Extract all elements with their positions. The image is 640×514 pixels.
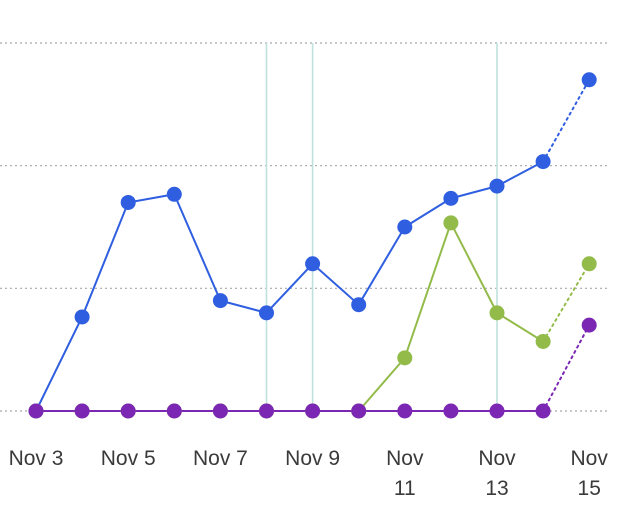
series-1-projection	[542, 78, 591, 163]
x-tick-label-12-line-1: 15	[578, 477, 601, 500]
series-3-point-1	[74, 403, 90, 419]
series-1-point-8	[397, 219, 413, 235]
series-2-point-8	[397, 350, 413, 366]
x-tick-label-10: Nov 13	[478, 447, 516, 500]
highlight-lines	[265, 43, 498, 411]
series-3-point-6	[305, 403, 321, 419]
series-3-point-8	[397, 403, 413, 419]
series-3-point-7	[351, 403, 367, 419]
series-2-line	[36, 221, 544, 412]
series-3-point-0	[28, 403, 44, 419]
series-1-point-5	[259, 305, 274, 321]
series-2-point-10	[489, 305, 505, 321]
series-2-point-11	[535, 333, 551, 349]
x-tick-label-6: Nov 9	[285, 447, 340, 470]
x-tick-label-12-line-0: Nov	[571, 447, 609, 470]
series-3-point-12	[581, 317, 597, 333]
x-axis-tick-labels: Nov 3 Nov 5 Nov 7 Nov 9 Nov 11 Nov 13 Nov 15	[9, 447, 609, 500]
x-tick-label-8-line-0: Nov	[386, 447, 424, 470]
x-tick-label-10-line-1: 13	[485, 477, 508, 500]
data-points	[28, 72, 597, 419]
series-1-point-4	[212, 293, 228, 309]
x-tick-label-4: Nov 7	[193, 447, 248, 470]
series-1-point-2	[120, 194, 136, 210]
series-2-point-12	[581, 256, 597, 272]
series-1-point-3	[166, 186, 182, 202]
x-tick-label-2-line-0: Nov 5	[101, 447, 156, 470]
series-3-point-9	[443, 403, 459, 419]
series-1-point-12	[581, 72, 597, 88]
series-3-point-11	[535, 403, 551, 419]
x-tick-label-2: Nov 5	[101, 447, 156, 470]
series-2-projection	[542, 262, 591, 343]
x-tick-label-8-line-1: 11	[394, 477, 416, 500]
x-tick-label-0: Nov 3	[9, 447, 64, 470]
series-2-point-9	[443, 215, 459, 231]
x-tick-label-6-line-0: Nov 9	[285, 447, 340, 470]
series-3-point-4	[212, 403, 228, 419]
series-1-point-6	[305, 256, 321, 272]
series-1-point-1	[74, 309, 90, 325]
x-tick-label-12: Nov 15	[571, 447, 609, 500]
series-3-point-10	[489, 403, 505, 419]
series-1-point-10	[489, 178, 505, 194]
x-tick-label-0-line-0: Nov 3	[9, 447, 64, 470]
series-1-point-9	[443, 190, 459, 206]
x-tick-label-8: Nov 11	[386, 447, 424, 500]
series-3-point-3	[166, 403, 182, 419]
series-3-point-2	[120, 403, 136, 419]
series-3-point-5	[259, 403, 274, 419]
series-1-line	[35, 160, 544, 412]
gridlines	[0, 42, 608, 412]
series-1-point-7	[351, 297, 367, 313]
series-lines	[35, 78, 591, 412]
x-tick-label-4-line-0: Nov 7	[193, 447, 248, 470]
series-3-projection	[542, 324, 591, 412]
x-tick-label-10-line-0: Nov	[478, 447, 516, 470]
series-1-point-11	[535, 154, 551, 170]
